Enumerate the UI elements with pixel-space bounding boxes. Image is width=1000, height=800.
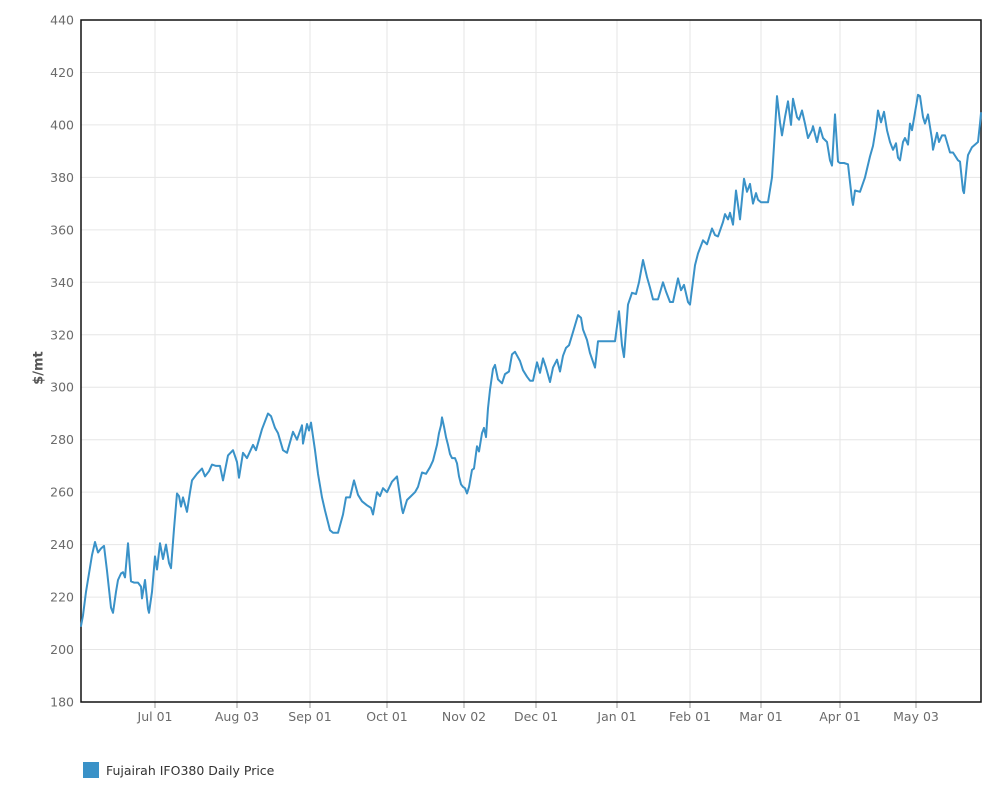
plot-border	[80, 19, 982, 703]
x-tick-label-feb-01: Feb 01	[669, 709, 711, 724]
y-tick-label-220: 220	[50, 590, 74, 605]
x-tick-label-may-03: May 03	[893, 709, 939, 724]
y-tick-label-240: 240	[50, 537, 74, 552]
x-tick-label-apr-01: Apr 01	[819, 709, 861, 724]
x-tick-label-oct-01: Oct 01	[366, 709, 408, 724]
x-tick-label-jan-01: Jan 01	[596, 709, 636, 724]
y-tick-label-420: 420	[50, 65, 74, 80]
x-tick-label-aug-03: Aug 03	[215, 709, 259, 724]
y-tick-label-300: 300	[50, 380, 74, 395]
x-tick-label-dec-01: Dec 01	[514, 709, 558, 724]
price-line-series-0[interactable]	[80, 93, 982, 627]
x-tick-label-nov-02: Nov 02	[442, 709, 486, 724]
x-tick-label-jul-01: Jul 01	[137, 709, 173, 724]
y-tick-label-400: 400	[50, 117, 74, 132]
legend-label: Fujairah IFO380 Daily Price	[106, 762, 275, 778]
y-tick-label-340: 340	[50, 275, 74, 290]
y-tick-label-380: 380	[50, 170, 74, 185]
y-tick-label-280: 280	[50, 432, 74, 447]
legend[interactable]: Fujairah IFO380 Daily Price	[83, 762, 274, 778]
y-tick-label-260: 260	[50, 485, 74, 500]
legend-swatch-icon	[83, 762, 99, 778]
y-tick-label-360: 360	[50, 222, 74, 237]
y-tick-label-180: 180	[50, 695, 74, 710]
y-axis-title: $/mt	[31, 351, 47, 385]
x-tick-label-sep-01: Sep 01	[288, 709, 331, 724]
y-tick-label-320: 320	[50, 327, 74, 342]
y-tick-label-440: 440	[50, 13, 74, 28]
x-tick-label-mar-01: Mar 01	[739, 709, 782, 724]
y-tick-label-200: 200	[50, 642, 74, 657]
